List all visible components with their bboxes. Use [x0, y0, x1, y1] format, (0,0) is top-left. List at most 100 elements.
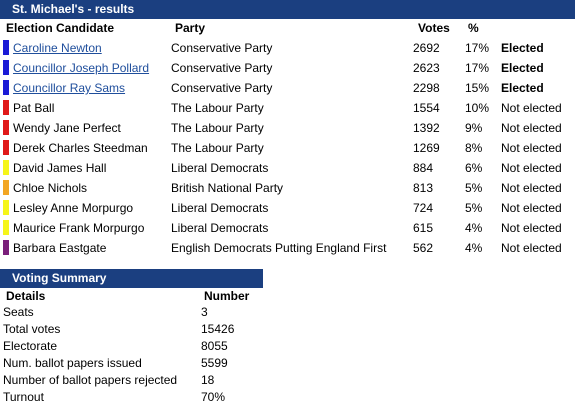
vote-count: 562 [413, 241, 434, 255]
party-name: The Labour Party [171, 121, 264, 135]
summary-value: 18 [201, 373, 215, 387]
party-color-swatch [3, 140, 9, 155]
candidate-name: Wendy Jane Perfect [13, 121, 121, 135]
summary-value: 8055 [201, 339, 228, 353]
candidate-name: Barbara Eastgate [13, 241, 107, 255]
summary-row: Number of ballot papers rejected 18 [0, 372, 300, 388]
summary-label: Total votes [3, 322, 61, 336]
election-status: Elected [501, 61, 544, 75]
summary-label: Turnout [3, 390, 44, 404]
candidate-cell[interactable]: Caroline Newton [13, 38, 102, 58]
party-color-swatch [3, 200, 9, 215]
election-status: Not elected [501, 221, 562, 235]
column-header-number: Number [204, 289, 250, 303]
party-color-swatch [3, 40, 9, 55]
vote-count: 1269 [413, 141, 440, 155]
summary-row: Electorate 8055 [0, 338, 300, 354]
party-name: The Labour Party [171, 101, 264, 115]
vote-count: 884 [413, 161, 434, 175]
candidate-link[interactable]: Councillor Joseph Pollard [13, 61, 150, 75]
candidate-cell[interactable]: Councillor Ray Sams [13, 78, 125, 98]
results-title-bar: St. Michael's - results [0, 0, 575, 19]
party-color-swatch [3, 180, 9, 195]
party-name: Liberal Democrats [171, 221, 269, 235]
summary-value: 5599 [201, 356, 228, 370]
voting-summary-title: Voting Summary [12, 271, 107, 285]
table-row: Maurice Frank Morpurgo Liberal Democrats 6… [0, 218, 575, 238]
vote-percent: 8% [465, 141, 483, 155]
party-color-swatch [3, 100, 9, 115]
party-name: Conservative Party [171, 41, 273, 55]
vote-percent: 17% [465, 61, 490, 75]
party-color-swatch [3, 80, 9, 95]
vote-percent: 4% [465, 241, 483, 255]
vote-percent: 17% [465, 41, 490, 55]
candidate-link[interactable]: Caroline Newton [13, 41, 102, 55]
election-status: Elected [501, 81, 544, 95]
party-color-swatch [3, 220, 9, 235]
summary-value: 3 [201, 305, 208, 319]
party-name: English Democrats Putting England First [171, 241, 387, 255]
summary-label: Number of ballot papers rejected [3, 373, 178, 387]
summary-label: Electorate [3, 339, 58, 353]
vote-count: 615 [413, 221, 434, 235]
candidate-cell[interactable]: Councillor Joseph Pollard [13, 58, 149, 78]
table-row: Caroline Newton Conservative Party 2692 17%… [0, 38, 575, 58]
voting-summary-title-bar: Voting Summary [0, 269, 263, 288]
election-status: Not elected [501, 121, 562, 135]
party-name: Conservative Party [171, 81, 273, 95]
table-row: Chloe Nichols British National Party 813 5%… [0, 178, 575, 198]
vote-percent: 6% [465, 161, 483, 175]
summary-row: Total votes 15426 [0, 321, 300, 337]
election-status: Elected [501, 41, 544, 55]
column-header-party: Party [175, 21, 206, 35]
column-header-candidate: Election Candidate [6, 21, 115, 35]
candidate-name: Maurice Frank Morpurgo [13, 221, 145, 235]
candidate-name: Derek Charles Steedman [13, 141, 148, 155]
party-color-swatch [3, 60, 9, 75]
vote-percent: 15% [465, 81, 490, 95]
page-title: St. Michael's - results [12, 2, 135, 16]
summary-value: 70% [201, 390, 226, 404]
table-row: Derek Charles Steedman The Labour Party 12… [0, 138, 575, 158]
table-row: Lesley Anne Morpurgo Liberal Democrats 724… [0, 198, 575, 218]
vote-percent: 5% [465, 201, 483, 215]
party-name: Liberal Democrats [171, 201, 269, 215]
table-row: David James Hall Liberal Democrats 884 6% No… [0, 158, 575, 178]
party-color-swatch [3, 240, 9, 255]
summary-row: Turnout 70% [0, 389, 300, 405]
table-row: Councillor Joseph Pollard Conservative Pa… [0, 58, 575, 78]
candidate-name: David James Hall [13, 161, 107, 175]
summary-value: 15426 [201, 322, 235, 336]
table-row: Councillor Ray Sams Conservative Party 229… [0, 78, 575, 98]
vote-percent: 4% [465, 221, 483, 235]
vote-count: 2692 [413, 41, 440, 55]
candidate-name: Lesley Anne Morpurgo [13, 201, 134, 215]
table-row: Barbara Eastgate English Democrats Puttin… [0, 238, 575, 258]
vote-count: 813 [413, 181, 434, 195]
vote-percent: 9% [465, 121, 483, 135]
election-status: Not elected [501, 201, 562, 215]
party-name: Liberal Democrats [171, 161, 269, 175]
summary-row: Num. ballot papers issued 5599 [0, 355, 300, 371]
election-status: Not elected [501, 101, 562, 115]
vote-count: 1392 [413, 121, 440, 135]
party-name: The Labour Party [171, 141, 264, 155]
summary-row: Seats 3 [0, 304, 300, 320]
candidate-name: Chloe Nichols [13, 181, 88, 195]
election-status: Not elected [501, 241, 562, 255]
vote-count: 2623 [413, 61, 440, 75]
column-header-details: Details [6, 289, 46, 303]
election-status: Not elected [501, 161, 562, 175]
party-name: Conservative Party [171, 61, 273, 75]
table-row: Wendy Jane Perfect The Labour Party 1392 9%… [0, 118, 575, 138]
column-header-votes: Votes [418, 21, 450, 35]
vote-count: 2298 [413, 81, 440, 95]
vote-percent: 5% [465, 181, 483, 195]
table-row: Pat Ball The Labour Party 1554 10% Not elect… [0, 98, 575, 118]
party-color-swatch [3, 160, 9, 175]
candidate-link[interactable]: Councillor Ray Sams [13, 81, 126, 95]
summary-label: Num. ballot papers issued [3, 356, 142, 370]
party-name: British National Party [171, 181, 284, 195]
column-header-percent: % [468, 21, 479, 35]
